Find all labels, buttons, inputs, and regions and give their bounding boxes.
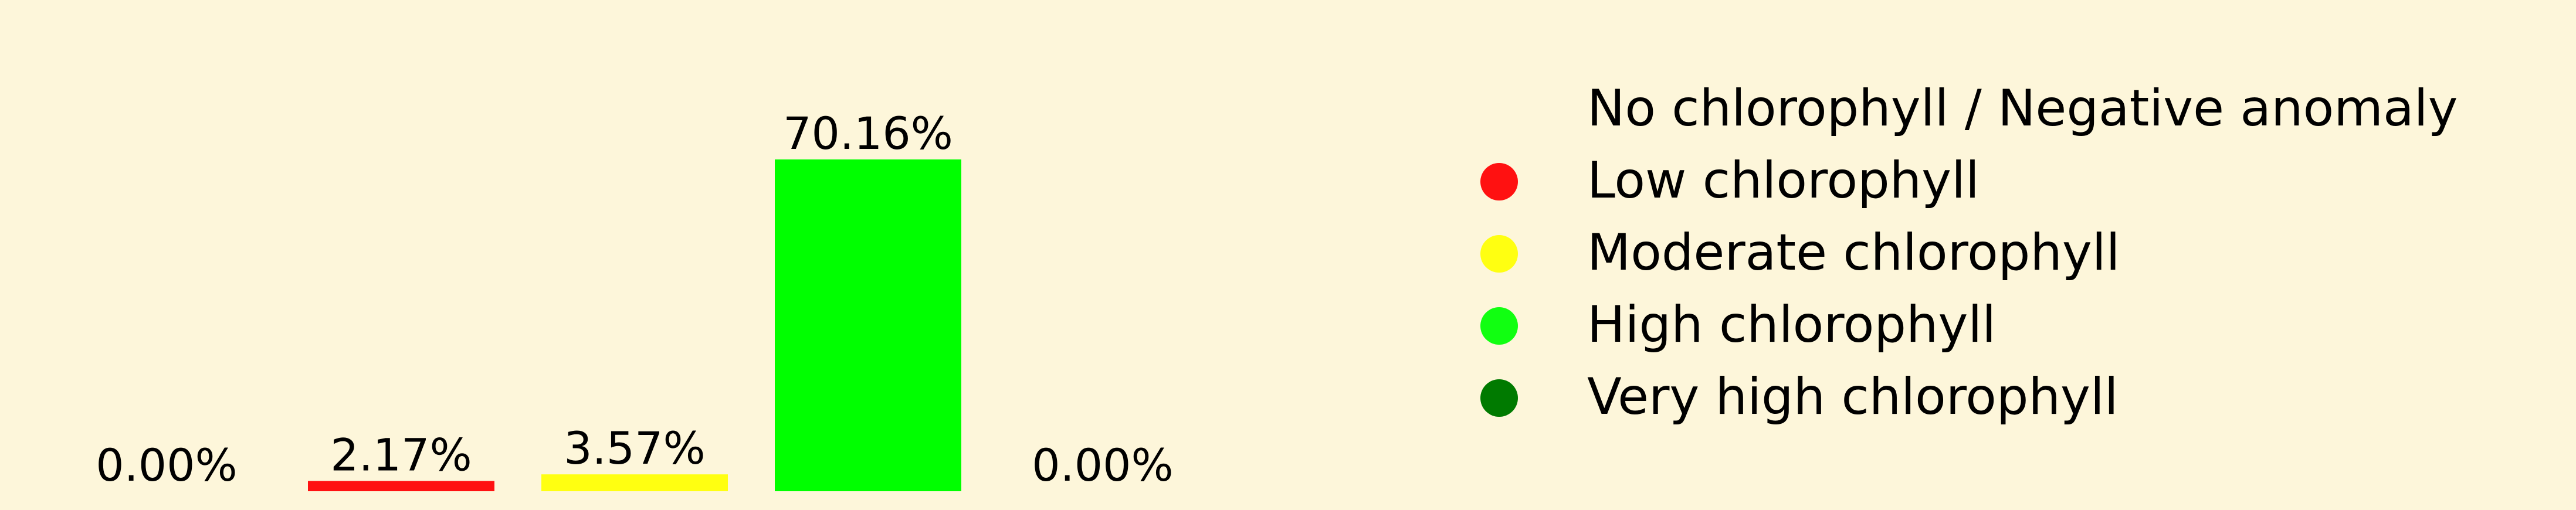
- bar-high-chlorophyll: [775, 159, 961, 491]
- bar-low-chlorophyll: [308, 481, 494, 491]
- data-label-very-high-chlorophyll: 0.00%: [1032, 439, 1173, 491]
- bar-moderate-chlorophyll: [541, 474, 728, 491]
- legend-label-low-chlorophyll: Low chlorophyll: [1587, 151, 1980, 210]
- legend: No chlorophyll / Negative anomaly Low chl…: [1480, 79, 2458, 426]
- bars-layer: [308, 159, 961, 491]
- legend-label-no-chlorophyll-negative-anomaly: No chlorophyll / Negative anomaly: [1587, 79, 2458, 138]
- legend-marker-moderate-chlorophyll: [1480, 235, 1518, 273]
- legend-marker-very-high-chlorophyll: [1480, 379, 1518, 417]
- data-label-moderate-chlorophyll: 3.57%: [564, 422, 705, 474]
- data-labels-layer: 0.00% 2.17% 3.57% 70.16% 0.00%: [96, 107, 1173, 491]
- legend-label-high-chlorophyll: High chlorophyll: [1587, 295, 1996, 354]
- data-label-high-chlorophyll: 70.16%: [783, 107, 953, 159]
- legend-label-very-high-chlorophyll: Very high chlorophyll: [1587, 368, 2119, 426]
- data-label-no-chlorophyll-negative-anomaly: 0.00%: [96, 439, 237, 491]
- legend-label-moderate-chlorophyll: Moderate chlorophyll: [1587, 223, 2120, 282]
- data-label-low-chlorophyll: 2.17%: [330, 429, 472, 481]
- legend-marker-low-chlorophyll: [1480, 163, 1518, 200]
- legend-marker-high-chlorophyll: [1480, 307, 1518, 345]
- legend-marker-no-chlorophyll-negative-anomaly: [1480, 91, 1518, 128]
